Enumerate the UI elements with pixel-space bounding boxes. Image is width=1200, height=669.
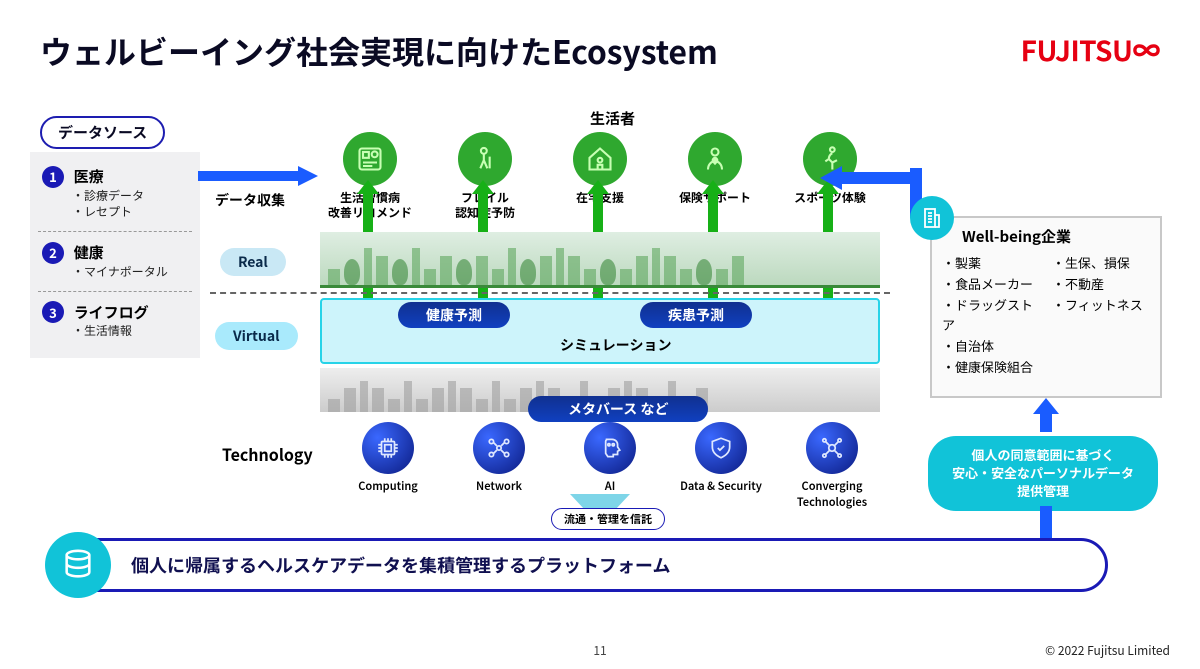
ds-num-3: 3 <box>42 301 64 323</box>
platform-bar: 個人に帰属するヘルスケアデータを集積管理するプラットフォーム <box>48 538 1108 592</box>
data-collect-label: データ収集 <box>215 190 285 210</box>
trust-pill: 流通・管理を信託 <box>551 508 665 530</box>
database-icon <box>45 532 111 598</box>
health-pred-pill: 健康予測 <box>398 302 510 328</box>
network-icon <box>473 422 525 474</box>
shield-icon <box>695 422 747 474</box>
platform-text: 個人に帰属するヘルスケアデータを集積管理するプラットフォーム <box>131 552 670 578</box>
elder-icon <box>458 132 512 186</box>
building-icon <box>910 196 954 240</box>
ds-item-1: 1 医療 ・診療データ・レセプト <box>38 156 192 232</box>
chip-icon <box>362 422 414 474</box>
arrow-data-collect <box>198 166 318 186</box>
fujitsu-logo: FUJITSU∞ <box>1021 30 1160 70</box>
dashboard-icon <box>343 132 397 186</box>
ds-num-2: 2 <box>42 242 64 264</box>
ds-item-2: 2 健康 ・マイナポータル <box>38 232 192 291</box>
copyright: © 2022 Fujitsu Limited <box>1045 642 1170 659</box>
heart-person-icon <box>688 132 742 186</box>
dash-separator <box>210 292 890 294</box>
ds-item-3: 3 ライフログ ・生活情報 <box>38 292 192 350</box>
ds-num-1: 1 <box>42 166 64 188</box>
consumers-header: 生活者 <box>590 108 635 129</box>
virtual-badge: Virtual <box>215 322 298 350</box>
wb-col-2: ・生保、損保・不動産・フィットネス <box>1052 253 1150 378</box>
technology-label: Technology <box>222 442 313 466</box>
disease-pred-pill: 疾患予測 <box>640 302 752 328</box>
tech-network: Network <box>451 422 547 510</box>
tech-computing: Computing <box>340 422 436 510</box>
ai-icon <box>584 422 636 474</box>
page-title: ウェルビーイング社会実現に向けたEcosystem <box>40 28 718 74</box>
tech-security: Data & Security <box>673 422 769 510</box>
wb-col-1: ・製薬・食品メーカー・ドラッグストア・自治体・健康保険組合 <box>942 253 1040 378</box>
home-icon <box>573 132 627 186</box>
arrow-to-consumers <box>820 168 920 188</box>
tech-converging: Converging Technologies <box>784 422 880 510</box>
arrow-platform-to-consent <box>1040 506 1052 538</box>
metaverse-pill: メタバース など <box>528 396 708 422</box>
wellbeing-title: Well-being企業 <box>932 218 1160 253</box>
real-badge: Real <box>220 248 286 276</box>
arrow-consent-to-wb <box>1040 414 1052 432</box>
consent-pill: 個人の同意範囲に基づく 安心・安全なパーソナルデータ 提供管理 <box>928 436 1158 511</box>
data-source-header: データソース <box>40 116 165 149</box>
simulation-label: シミュレーション <box>560 335 671 355</box>
data-source-panel: 1 医療 ・診療データ・レセプト 2 健康 ・マイナポータル 3 ライフログ ・… <box>30 152 200 358</box>
page-number: 11 <box>593 642 606 659</box>
wellbeing-box: Well-being企業 ・製薬・食品メーカー・ドラッグストア・自治体・健康保険… <box>930 216 1162 398</box>
converge-icon <box>806 422 858 474</box>
real-strip <box>320 232 880 288</box>
